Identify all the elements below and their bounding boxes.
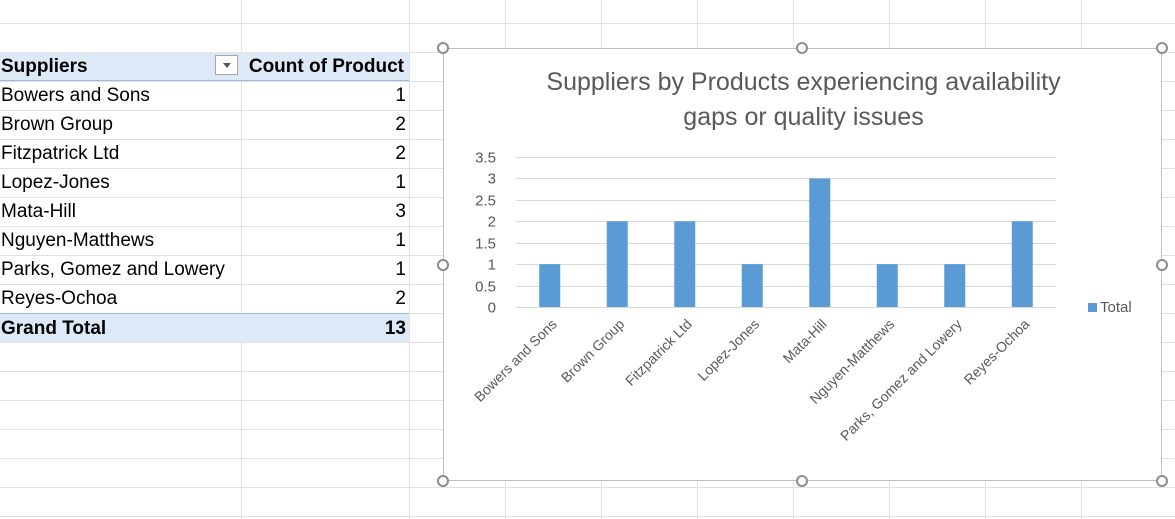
x-tick-label: Bowers and Sons	[471, 316, 560, 405]
grand-total-value[interactable]: 13	[384, 318, 406, 339]
pivot-row[interactable]: Mata-Hill 3	[0, 197, 409, 226]
resize-handle-top-left[interactable]	[437, 42, 449, 54]
resize-handle-middle-left[interactable]	[437, 259, 449, 271]
pivot-row[interactable]: Fitzpatrick Ltd 2	[0, 139, 409, 168]
x-tick-label: Fitzpatrick Ltd	[622, 316, 695, 389]
bar[interactable]	[674, 221, 696, 307]
pivot-grand-total-row[interactable]: Grand Total 13	[0, 313, 409, 342]
count-cell[interactable]: 1	[395, 259, 406, 280]
y-tick-label: 0.5	[475, 279, 496, 296]
supplier-cell[interactable]: Fitzpatrick Ltd	[1, 143, 120, 164]
supplier-cell[interactable]: Nguyen-Matthews	[1, 230, 155, 251]
chevron-down-icon	[223, 63, 231, 68]
x-tick-label: Mata-Hill	[780, 316, 830, 366]
resize-handle-middle-right[interactable]	[1156, 259, 1168, 271]
pivot-row[interactable]: Parks, Gomez and Lowery 1	[0, 255, 409, 284]
resize-handle-bottom-center[interactable]	[796, 475, 808, 487]
supplier-cell[interactable]: Bowers and Sons	[1, 85, 150, 106]
bar[interactable]	[606, 221, 628, 307]
pivot-header-row: Suppliers Count of Product	[0, 52, 409, 81]
y-tick-label: 0	[488, 300, 496, 317]
legend-label: Total	[1100, 299, 1132, 316]
pivot-row[interactable]: Reyes-Ochoa 2	[0, 284, 409, 313]
bar[interactable]	[539, 264, 561, 307]
filter-dropdown-button[interactable]	[215, 55, 238, 75]
y-tick-label: 1	[488, 257, 496, 274]
x-tick-label: Reyes-Ochoa	[961, 316, 1033, 388]
count-cell[interactable]: 3	[395, 201, 406, 222]
resize-handle-top-right[interactable]	[1156, 42, 1168, 54]
x-tick-label: Parks, Gomez and Lowery	[837, 316, 965, 444]
x-tick-label: Brown Group	[558, 316, 628, 386]
bar[interactable]	[741, 264, 763, 307]
legend-swatch	[1088, 303, 1097, 312]
pivot-row[interactable]: Nguyen-Matthews 1	[0, 226, 409, 255]
bar[interactable]	[876, 264, 898, 307]
supplier-cell[interactable]: Reyes-Ochoa	[1, 288, 118, 309]
y-tick-label: 2.5	[475, 193, 496, 210]
y-tick-label: 2	[488, 214, 496, 231]
x-tick-label: Lopez-Jones	[694, 316, 762, 384]
resize-handle-bottom-left[interactable]	[437, 475, 449, 487]
pivot-row-label-header[interactable]: Suppliers	[1, 56, 88, 77]
count-cell[interactable]: 2	[395, 143, 406, 164]
count-cell[interactable]: 1	[395, 172, 406, 193]
count-cell[interactable]: 2	[395, 288, 406, 309]
bar[interactable]	[944, 264, 966, 307]
chart-legend[interactable]: Total	[1088, 299, 1132, 316]
chart-title-line: gaps or quality issues	[683, 103, 924, 131]
supplier-cell[interactable]: Brown Group	[1, 114, 113, 135]
count-cell[interactable]: 2	[395, 114, 406, 135]
pivot-row[interactable]: Bowers and Sons 1	[0, 81, 409, 110]
supplier-cell[interactable]: Lopez-Jones	[1, 172, 110, 193]
supplier-cell[interactable]: Mata-Hill	[1, 201, 76, 222]
bar-chart[interactable]: Suppliers by Products experiencing avail…	[443, 48, 1162, 481]
count-cell[interactable]: 1	[395, 85, 406, 106]
pivot-row[interactable]: Brown Group 2	[0, 110, 409, 139]
resize-handle-top-center[interactable]	[796, 42, 808, 54]
resize-handle-bottom-right[interactable]	[1156, 475, 1168, 487]
count-cell[interactable]: 1	[395, 230, 406, 251]
pivot-table[interactable]: Suppliers Count of Product Bowers and So…	[0, 52, 409, 342]
y-tick-label: 3	[488, 171, 496, 188]
bar[interactable]	[809, 178, 831, 307]
y-tick-label: 1.5	[475, 236, 496, 253]
grand-total-label[interactable]: Grand Total	[1, 318, 107, 339]
y-tick-label: 3.5	[475, 150, 496, 167]
pivot-row[interactable]: Lopez-Jones 1	[0, 168, 409, 197]
pivot-value-header[interactable]: Count of Product	[248, 56, 404, 77]
supplier-cell[interactable]: Parks, Gomez and Lowery	[1, 259, 225, 280]
chart-title[interactable]: Suppliers by Products experiencing avail…	[444, 65, 1163, 135]
chart-title-line: Suppliers by Products experiencing avail…	[546, 68, 1061, 96]
bar[interactable]	[1011, 221, 1033, 307]
